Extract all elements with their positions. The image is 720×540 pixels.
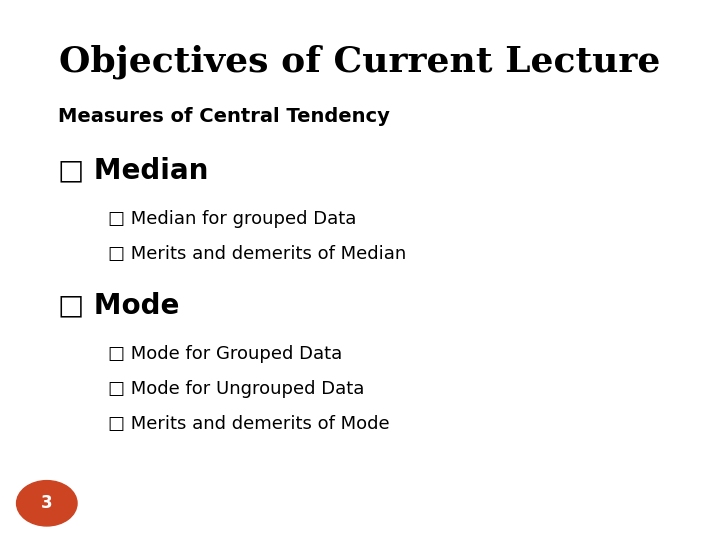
Text: □ Median: □ Median <box>58 156 208 184</box>
Circle shape <box>17 481 77 526</box>
Text: 3: 3 <box>41 494 53 512</box>
Text: □ Merits and demerits of Median: □ Merits and demerits of Median <box>108 245 406 263</box>
Text: □ Mode: □ Mode <box>58 291 179 319</box>
Text: Objectives of Current Lecture: Objectives of Current Lecture <box>59 45 661 79</box>
Text: □ Mode for Ungrouped Data: □ Mode for Ungrouped Data <box>108 380 364 398</box>
Text: Measures of Central Tendency: Measures of Central Tendency <box>58 106 390 126</box>
Text: □ Mode for Grouped Data: □ Mode for Grouped Data <box>108 345 342 363</box>
Text: □ Median for grouped Data: □ Median for grouped Data <box>108 210 356 228</box>
Text: □ Merits and demerits of Mode: □ Merits and demerits of Mode <box>108 415 390 433</box>
